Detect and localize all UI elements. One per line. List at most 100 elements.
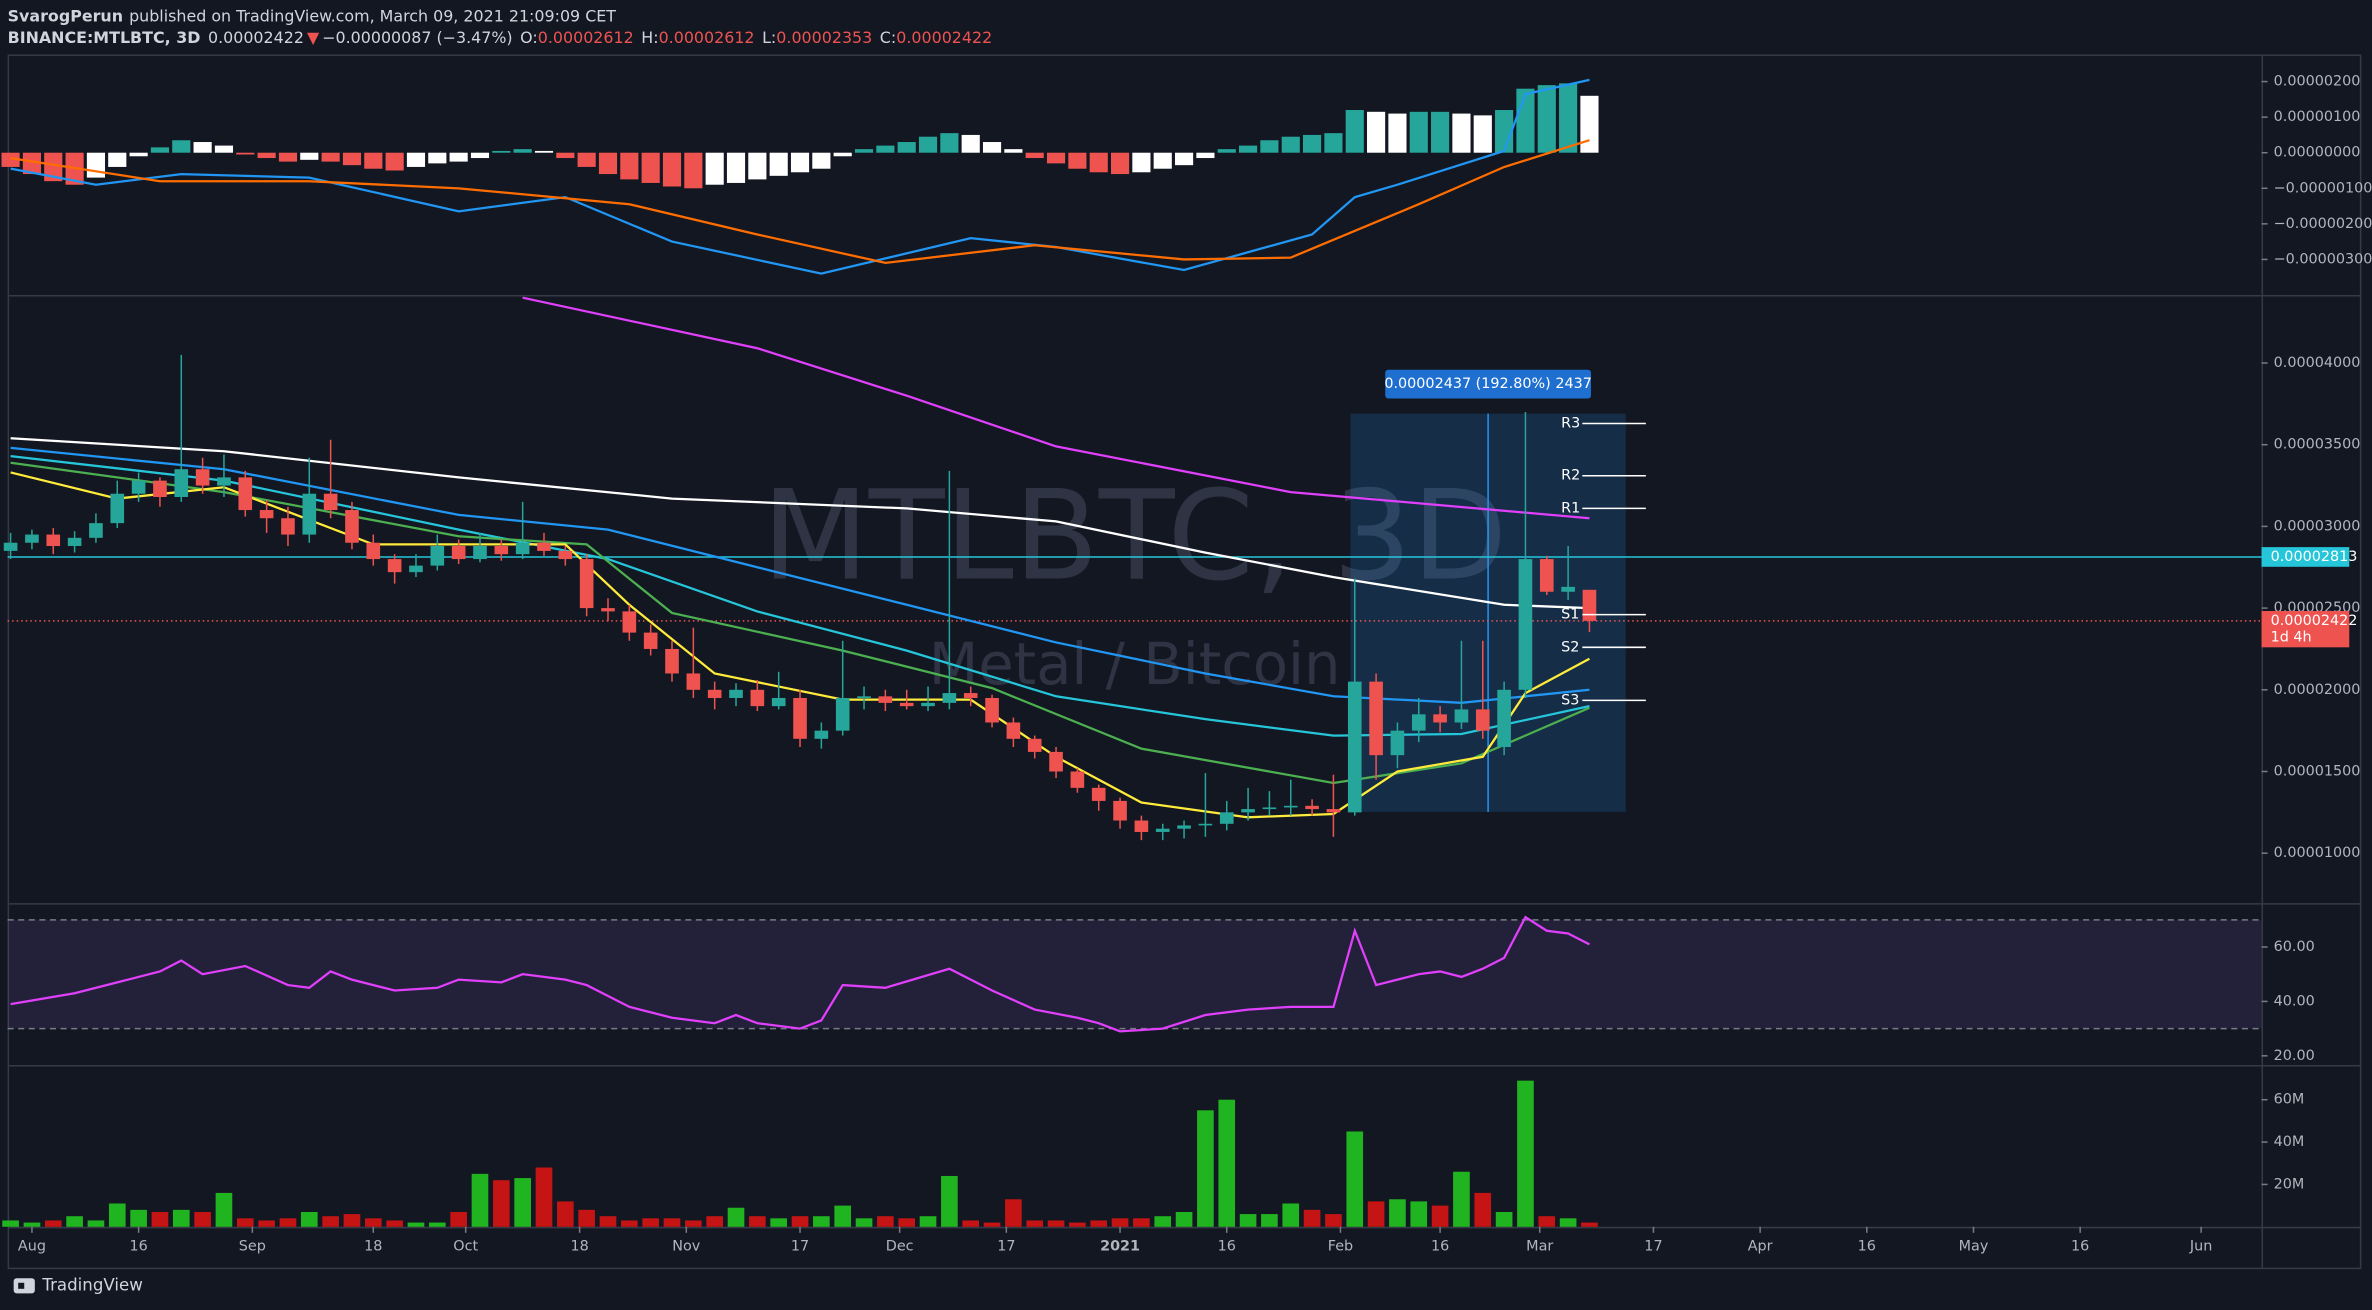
volume-bar (279, 1218, 297, 1227)
volume-bar (1069, 1222, 1086, 1227)
volume-bar (492, 1180, 510, 1227)
y-tick-label: 60.00 (2274, 939, 2315, 955)
macd-histogram-bar (1238, 145, 1258, 153)
candle-body (1518, 559, 1533, 690)
macd-histogram-bar (961, 134, 980, 153)
volume-bar (2, 1220, 19, 1227)
candle-body (1582, 589, 1597, 621)
rsi-band (7, 919, 2262, 1029)
candle-body (1070, 771, 1085, 788)
macd-histogram-bar (1324, 133, 1343, 153)
macd-histogram-bar (129, 152, 148, 157)
volume-bar (1005, 1199, 1022, 1227)
candle-body (1198, 823, 1213, 826)
volume-bar (1239, 1214, 1257, 1227)
pane-frame (7, 54, 2362, 1270)
candle-body (195, 469, 210, 486)
volume-bar (1154, 1216, 1172, 1227)
volume-bar (428, 1222, 446, 1227)
ohlc-value: 0.00002612 (659, 27, 755, 46)
macd-histogram-bar (726, 152, 746, 183)
macd-histogram-bar (492, 150, 511, 153)
macd-histogram-bar (86, 152, 106, 178)
candle-body (1369, 681, 1383, 756)
macd-histogram-bar (1260, 140, 1279, 153)
volume-bar (685, 1220, 702, 1227)
x-tick-label: 16 (1858, 1238, 1876, 1254)
macd-histogram-bar (428, 152, 447, 164)
macd-histogram-bar (1431, 111, 1450, 153)
volume-bar (813, 1216, 830, 1227)
x-tick-label: 17 (997, 1238, 1015, 1254)
x-tick-label: Mar (1526, 1238, 1553, 1254)
x-tick-label: 16 (129, 1238, 147, 1254)
x-tick-label: 16 (1218, 1238, 1236, 1254)
candle-body (686, 673, 701, 690)
volume-bar (941, 1175, 958, 1227)
candle-body (558, 550, 573, 560)
pivot-label: R2 (1561, 468, 1580, 484)
macd-histogram-bar (577, 152, 596, 167)
y-tick-label: 20.00 (2274, 1048, 2315, 1064)
macd-histogram-bar (790, 152, 810, 173)
macd-histogram-bar (300, 152, 319, 160)
indicator-line (10, 139, 1590, 265)
price-tag-label: 0.00002422 (2271, 613, 2358, 629)
macd-histogram-bar (1089, 152, 1108, 173)
macd-histogram-bar (1, 152, 20, 167)
x-tick-label: 17 (1644, 1238, 1662, 1254)
volume-bar (1325, 1214, 1342, 1227)
volume-bar (471, 1173, 489, 1227)
candle-body (1091, 787, 1106, 801)
macd-histogram-bar (1004, 149, 1023, 153)
x-tick-label: Dec (886, 1238, 914, 1254)
volume-bar (87, 1220, 105, 1227)
volume-bar (663, 1218, 681, 1227)
footer-brand: TradingView (41, 1275, 142, 1294)
indicator-line (522, 296, 1590, 520)
y-tick-label: −0.00000100 (2274, 180, 2372, 196)
ohlc-label: H: (641, 27, 658, 46)
candle-body (515, 542, 530, 555)
indicator-line (10, 78, 1590, 275)
macd-histogram-bar (684, 152, 703, 189)
candle-body (1561, 586, 1575, 592)
pivot-label: S2 (1561, 639, 1579, 655)
candle-body (387, 559, 402, 573)
macd-histogram-bar (940, 133, 959, 153)
indicator-line (10, 437, 1590, 610)
candle-body (1305, 805, 1319, 810)
macd-histogram-bar (44, 152, 63, 182)
volume-bar (770, 1218, 788, 1227)
volume-bar (1303, 1209, 1321, 1227)
volume-bar (1559, 1218, 1577, 1227)
volume-bar (749, 1216, 766, 1227)
published: published on TradingView.com, March 09, … (129, 6, 616, 25)
candle-body (25, 534, 39, 543)
macd-histogram-bar (1174, 152, 1194, 166)
ohlc-label: C: (880, 27, 896, 46)
macd-histogram-bar (449, 152, 468, 162)
macd-histogram-bar (1132, 152, 1151, 173)
volume-bar (66, 1216, 83, 1227)
last-price: 0.00002422 (208, 27, 304, 46)
volume-bar (1346, 1131, 1364, 1227)
y-tick-label: 0.00001500 (2274, 764, 2361, 780)
candle-body (899, 702, 914, 707)
candle-body (89, 523, 103, 538)
macd-histogram-bar (918, 136, 938, 153)
macd-histogram-bar (1580, 95, 1599, 153)
pivot-label: R1 (1561, 500, 1580, 516)
candle-body (1475, 709, 1490, 731)
candle-body (409, 565, 423, 573)
candle-body (153, 480, 167, 497)
ohlc-value: 0.00002612 (538, 27, 634, 46)
volume-bar (1517, 1080, 1534, 1227)
macd-histogram-bar (364, 152, 383, 169)
macd-histogram-bar (534, 150, 554, 153)
y-tick-label: 0.00003500 (2274, 437, 2361, 453)
y-tick-label: 40M (2274, 1134, 2305, 1150)
volume-bar (1218, 1099, 1236, 1227)
macd-histogram-bar (172, 140, 191, 153)
